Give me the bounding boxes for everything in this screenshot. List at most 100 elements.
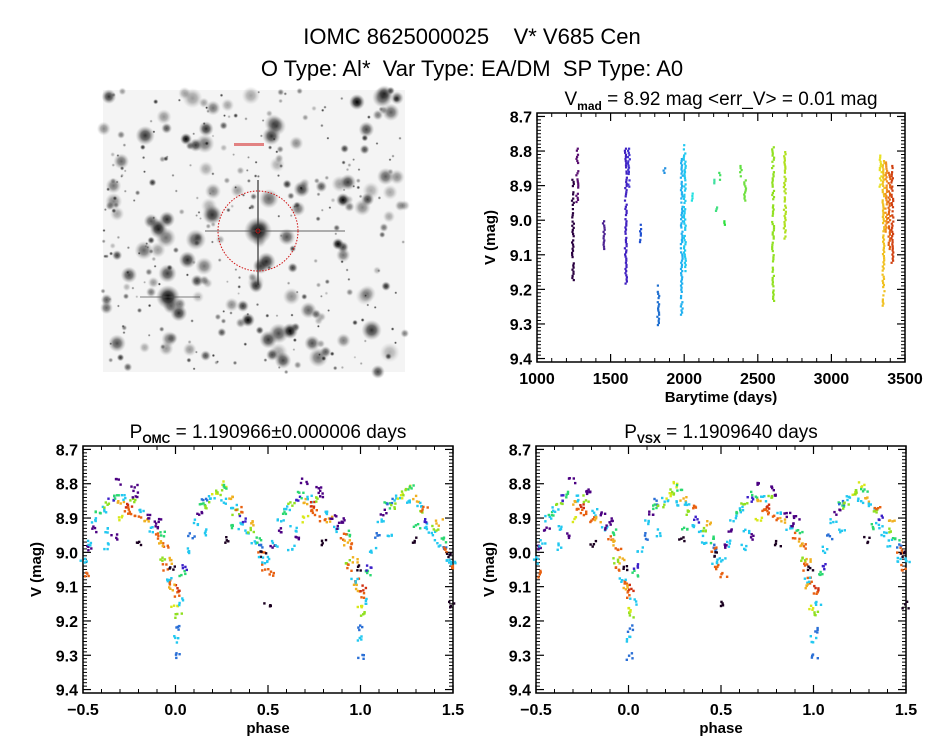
data-point <box>122 500 126 504</box>
data-point <box>779 512 782 515</box>
data-point <box>882 160 886 163</box>
data-point <box>680 164 684 167</box>
data-point <box>532 558 536 561</box>
data-point <box>683 212 686 215</box>
data-point <box>636 563 640 566</box>
data-point <box>810 580 813 583</box>
data-point <box>149 526 153 529</box>
data-point <box>710 550 714 553</box>
data-point <box>907 607 910 610</box>
data-point <box>623 582 626 585</box>
data-point <box>552 509 555 512</box>
data-point <box>244 517 247 520</box>
data-point <box>168 578 171 582</box>
data-point <box>885 167 888 170</box>
data-point <box>600 511 603 514</box>
data-point <box>626 162 630 165</box>
data-point <box>705 541 708 545</box>
data-point <box>261 546 264 549</box>
data-point <box>891 230 894 233</box>
data-point <box>719 604 723 608</box>
data-point <box>851 493 854 496</box>
data-point <box>362 654 365 657</box>
data-point <box>187 551 191 555</box>
data-point <box>176 604 179 608</box>
data-point <box>845 495 848 498</box>
data-point <box>624 155 627 159</box>
data-point <box>388 507 392 510</box>
data-point <box>103 547 106 551</box>
data-point <box>872 510 876 513</box>
data-point <box>374 536 377 539</box>
data-point <box>892 251 895 254</box>
data-point <box>838 528 841 531</box>
data-point <box>803 564 807 567</box>
data-point <box>557 508 560 511</box>
data-point <box>783 157 786 160</box>
data-point <box>882 242 885 245</box>
star <box>287 192 295 200</box>
data-point <box>891 245 894 248</box>
data-point <box>561 499 564 502</box>
star <box>275 314 279 318</box>
data-point <box>395 497 398 500</box>
data-point <box>610 517 613 520</box>
star <box>265 313 270 318</box>
data-point <box>882 193 885 196</box>
data-point <box>721 604 725 607</box>
data-point <box>709 521 712 524</box>
x-tick-label: 3000 <box>814 371 850 388</box>
data-point <box>805 563 809 566</box>
data-point <box>156 537 160 540</box>
y-tick-label: 8.8 <box>56 477 78 494</box>
data-point <box>571 520 575 524</box>
star <box>211 134 215 138</box>
star <box>156 109 172 125</box>
data-point <box>783 184 786 187</box>
data-point <box>291 547 294 551</box>
data-point <box>625 658 628 661</box>
data-point <box>394 502 397 505</box>
data-point <box>727 545 731 548</box>
star <box>254 160 258 164</box>
data-point <box>718 178 722 181</box>
x-tick-label: 2500 <box>740 371 776 388</box>
data-point <box>685 496 688 499</box>
data-point <box>219 493 222 497</box>
data-point <box>346 566 349 570</box>
data-point <box>680 272 683 275</box>
data-point <box>684 243 687 246</box>
data-point <box>571 251 574 254</box>
data-point <box>263 602 266 605</box>
data-point <box>847 503 850 506</box>
data-point <box>618 577 621 580</box>
star <box>192 132 196 136</box>
data-point <box>137 515 141 518</box>
data-point <box>653 497 656 501</box>
data-point <box>881 199 884 202</box>
data-point <box>548 527 551 530</box>
data-point <box>613 539 616 543</box>
data-point <box>751 538 754 541</box>
data-point <box>770 494 774 498</box>
star <box>126 246 131 250</box>
data-point <box>603 226 606 229</box>
data-point <box>739 175 742 178</box>
data-point <box>668 492 671 495</box>
data-point <box>575 200 578 204</box>
data-point <box>222 501 226 504</box>
data-point <box>161 559 164 562</box>
data-point <box>882 174 885 177</box>
data-point <box>881 215 884 218</box>
data-point <box>435 522 438 525</box>
data-point <box>835 513 838 516</box>
data-point <box>90 547 93 550</box>
data-point <box>679 176 682 179</box>
data-point <box>227 540 230 543</box>
data-point <box>888 173 891 176</box>
data-point <box>320 543 323 547</box>
data-point <box>166 580 169 583</box>
data-point <box>890 173 893 176</box>
data-point <box>784 153 787 156</box>
data-point <box>739 171 742 174</box>
